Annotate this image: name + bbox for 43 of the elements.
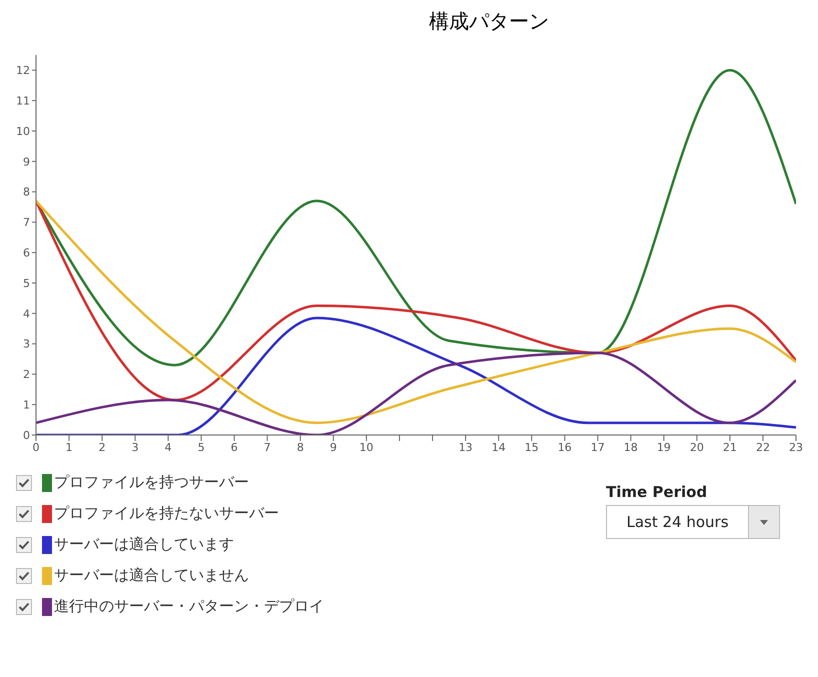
x-tick-label: 2 [98,440,106,454]
text: Last 24 hours [625,512,730,533]
x-tick-label: 10 [359,440,374,454]
x-tick-label: 19 [656,440,671,454]
x-tick-label: 15 [524,440,539,454]
y-tick-label: 4 [23,307,30,320]
x-tick-label: 7 [264,440,271,454]
x-tick-label: 14 [492,440,506,454]
y-tick-label: 5 [23,276,30,290]
legend-label: サーバーは適合しています [54,535,234,554]
x-tick-label: 4 [164,440,172,454]
legend-label: 進行中のサーバー・パターン・デプロイ [54,597,324,616]
y-tick-label: 9 [23,155,30,168]
chart-title: 構成パターン [428,8,550,35]
y-tick-label: 2 [23,368,30,382]
x-tick-label: 1 [66,440,73,454]
y-tick-label: 7 [23,216,30,230]
legend-label: プロファイルを持つサーバー [54,473,249,492]
y-tick-label: 11 [16,94,30,108]
legend-label: サーバーは適合していません [54,566,249,585]
x-tick-label: 6 [230,440,238,454]
y-tick-label: 0 [23,428,30,442]
y-tick-label: 3 [23,338,30,351]
x-tick-label: 21 [722,440,737,454]
legend-label: プロファイルを持たないサーバー [54,504,279,523]
x-tick-label: 16 [558,440,572,454]
x-tick-label: 20 [690,440,704,454]
y-tick-label: 8 [23,186,30,199]
x-tick-label: 23 [789,440,803,454]
y-tick-label: 6 [23,246,30,260]
x-tick-label: 13 [458,440,473,454]
x-tick-label: 3 [132,440,139,454]
x-tick-label: 18 [624,440,638,454]
x-tick-label: 8 [296,440,304,454]
y-tick-label: 10 [16,124,30,138]
x-tick-label: 17 [590,440,605,454]
x-tick-label: 5 [198,440,205,454]
y-tick-label: 1 [23,398,30,412]
x-tick-label: 9 [330,440,337,454]
x-tick-label: 0 [32,440,40,454]
y-tick-label: 12 [16,64,30,78]
text: Time Period [606,483,708,501]
x-tick-label: 22 [756,440,770,454]
